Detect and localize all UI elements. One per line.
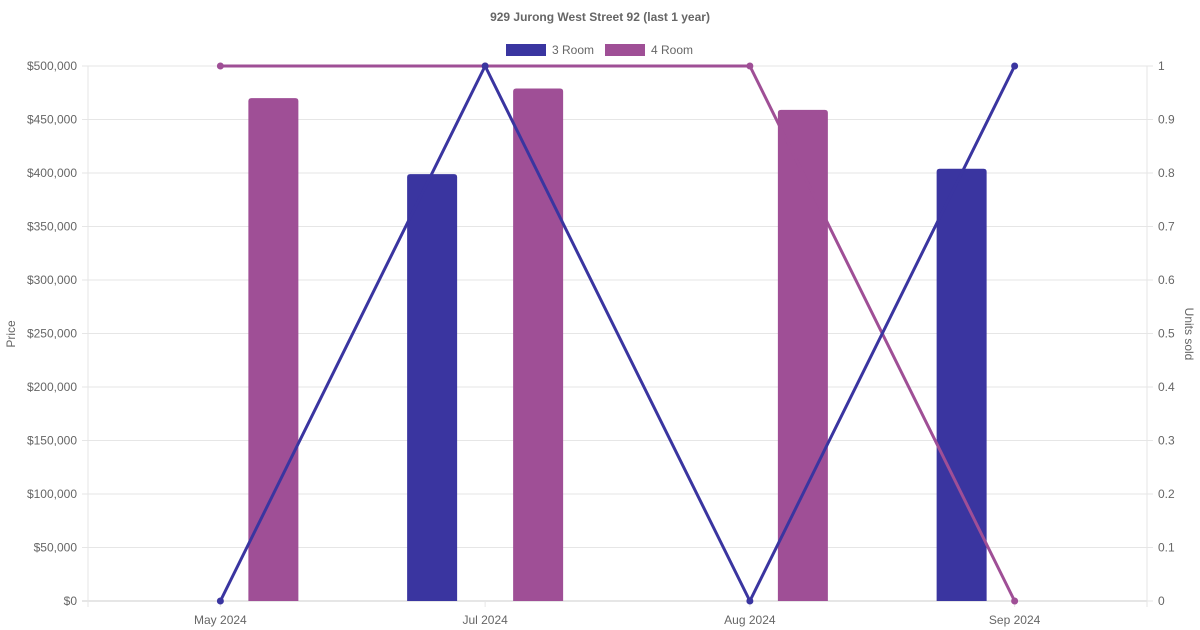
y-left-tick-label: $0: [64, 594, 78, 608]
bar-4-room-may-2024[interactable]: [248, 98, 299, 601]
point-4-room[interactable]: [1011, 597, 1019, 605]
legend-item-4-room[interactable]: 4 Room: [605, 43, 693, 57]
point-3-room[interactable]: [1011, 62, 1019, 70]
y-left-tick-label: $300,000: [27, 273, 77, 287]
x-tick-label: May 2024: [194, 613, 247, 627]
point-4-room[interactable]: [216, 62, 224, 70]
y-right-tick-label: 0.9: [1158, 113, 1175, 127]
bar-4-room-jul-2024[interactable]: [513, 88, 564, 602]
y-right-tick-label: 0.1: [1158, 541, 1175, 555]
y-left-tick-label: $450,000: [27, 113, 77, 127]
y-right-tick-label: 0.5: [1158, 327, 1175, 341]
y-left-tick-label: $200,000: [27, 380, 77, 394]
y-left-tick-label: $150,000: [27, 434, 77, 448]
lines: [216, 62, 1019, 605]
bar-4-room-aug-2024[interactable]: [777, 109, 828, 602]
x-axis-ticks: May 2024 Jul 2024 Aug 2024 Sep 2024: [194, 613, 1041, 627]
y-right-tick-label: 0.7: [1158, 220, 1175, 234]
line-3-room: [219, 64, 1016, 603]
y-axis-right-ticks: 0 0.1 0.2 0.3 0.4 0.5 0.6 0.7 0.8 0.9 1: [1158, 59, 1175, 608]
y-left-tick-label: $400,000: [27, 166, 77, 180]
x-tick-label: Jul 2024: [462, 613, 508, 627]
legend-item-3-room[interactable]: 3 Room: [506, 43, 594, 57]
legend-swatch-3-room: [506, 44, 546, 56]
y-left-tick-label: $500,000: [27, 59, 77, 73]
point-3-room[interactable]: [746, 597, 754, 605]
y-left-tick-label: $100,000: [27, 487, 77, 501]
legend-label-4-room: 4 Room: [651, 43, 693, 57]
bars: [248, 88, 987, 602]
point-3-room[interactable]: [481, 62, 489, 70]
y-axis-left-ticks: $0 $50,000 $100,000 $150,000 $200,000 $250,00…: [27, 59, 77, 608]
y-right-tick-label: 0.2: [1158, 487, 1175, 501]
y-right-tick-label: 0: [1158, 594, 1165, 608]
legend[interactable]: 3 Room 4 Room: [506, 43, 693, 57]
chart-title: 929 Jurong West Street 92 (last 1 year): [490, 10, 710, 24]
bar-3-room-jul-2024[interactable]: [407, 174, 458, 601]
y-right-tick-label: 0.4: [1158, 380, 1175, 394]
point-3-room[interactable]: [216, 597, 224, 605]
y-left-tick-label: $350,000: [27, 220, 77, 234]
y-axis-left-title: Price: [4, 320, 18, 348]
x-tick-label: Aug 2024: [724, 613, 776, 627]
y-right-tick-label: 0.3: [1158, 434, 1175, 448]
y-right-tick-label: 1: [1158, 59, 1165, 73]
y-left-tick-label: $50,000: [34, 541, 78, 555]
y-right-tick-label: 0.8: [1158, 166, 1175, 180]
legend-label-3-room: 3 Room: [552, 43, 594, 57]
x-tick-label: Sep 2024: [989, 613, 1041, 627]
y-right-tick-label: 0.6: [1158, 273, 1175, 287]
y-left-tick-label: $250,000: [27, 327, 77, 341]
point-4-room[interactable]: [746, 62, 754, 70]
y-axis-right-title: Units sold: [1182, 308, 1196, 361]
bar-3-room-sep-2024[interactable]: [936, 168, 987, 601]
legend-swatch-4-room: [605, 44, 645, 56]
